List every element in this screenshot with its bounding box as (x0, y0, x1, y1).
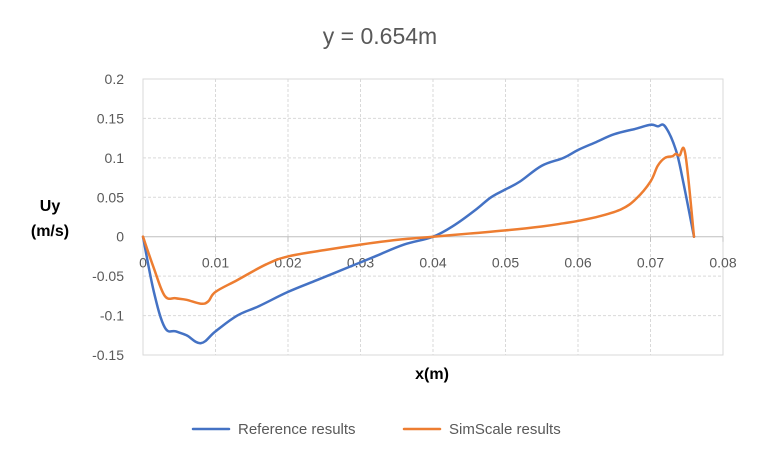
x-tick-label: 0.08 (709, 255, 736, 271)
y-tick-label: 0.2 (105, 71, 125, 87)
y-axis-title-line-2: (m/s) (31, 223, 69, 240)
x-tick-label: 0.01 (202, 255, 229, 271)
x-axis-title: x(m) (415, 366, 449, 383)
legend: Reference results SimScale results (191, 421, 561, 438)
y-tick-label: -0.05 (92, 268, 124, 284)
x-tick-label: 0 (139, 255, 147, 271)
y-tick-label: 0.05 (97, 189, 124, 205)
series-lines (141, 123, 696, 345)
series-line-2 (141, 146, 696, 306)
y-tick-label: 0.1 (105, 150, 125, 166)
chart-title: y = 0.654m (323, 23, 437, 49)
y-axis-title-line-1: Uy (40, 198, 61, 215)
x-tick-label: 0.04 (419, 255, 446, 271)
legend-label-2: SimScale results (449, 421, 561, 438)
x-tick-label: 0.07 (637, 255, 664, 271)
y-tick-label: 0 (116, 229, 124, 245)
y-tick-label: -0.1 (100, 308, 124, 324)
y-tick-label: -0.15 (92, 347, 124, 363)
series-line-1 (141, 123, 696, 345)
x-tick-label: 0.06 (564, 255, 591, 271)
legend-label-1: Reference results (238, 421, 356, 438)
y-tick-label: 0.15 (97, 110, 124, 126)
grid (142, 78, 724, 356)
x-tick-label: 0.05 (492, 255, 519, 271)
